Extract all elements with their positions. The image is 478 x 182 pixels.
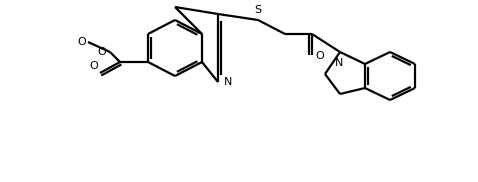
Text: O: O [77, 37, 86, 47]
Text: O: O [171, 0, 179, 2]
Text: S: S [254, 5, 261, 15]
Text: N: N [335, 58, 343, 68]
Text: O: O [89, 61, 98, 71]
Text: O: O [315, 51, 324, 61]
Text: O: O [97, 47, 106, 57]
Text: N: N [224, 77, 232, 87]
